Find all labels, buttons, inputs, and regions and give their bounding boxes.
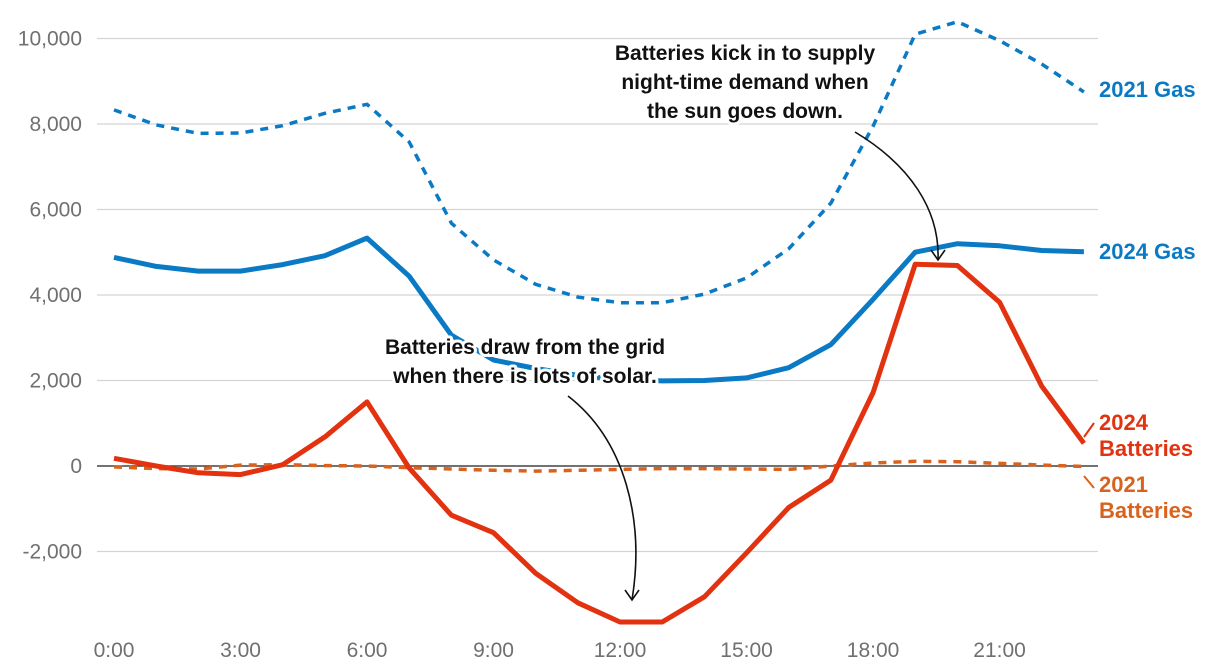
- annotation-arrowhead: [930, 249, 946, 262]
- annotation-text: Batteries kick in to supply: [615, 42, 876, 65]
- annotation-arrow: [567, 395, 637, 601]
- annotation-arrow: [854, 131, 939, 261]
- series-label-gas2024: 2024 Gas: [1099, 239, 1196, 264]
- annotation-text: the sun goes down.: [647, 100, 843, 123]
- annotation-text: night-time demand when: [621, 71, 868, 94]
- series-label-bat2024: 2024: [1099, 410, 1149, 435]
- series-label-bat2021: 2021: [1099, 472, 1148, 497]
- annotation-text: when there is lots of solar.: [392, 365, 657, 388]
- y-tick-label: 8,000: [29, 113, 82, 136]
- x-tick-label: 9:00: [473, 639, 514, 662]
- x-tick-label: 0:00: [94, 639, 135, 662]
- series-line-bat2024: [113, 261, 1086, 625]
- series-label-bat2024: Batteries: [1099, 436, 1193, 461]
- x-tick-label: 12:00: [594, 639, 647, 662]
- x-tick-label: 21:00: [973, 639, 1026, 662]
- y-tick-label: 6,000: [29, 199, 82, 222]
- series-label-leader: [1083, 422, 1095, 438]
- annotation-halo: the sun goes down.: [647, 100, 843, 123]
- y-tick-label: 10,000: [18, 28, 82, 51]
- x-tick-label: 6:00: [347, 639, 388, 662]
- annotation-halo: Batteries kick in to supply: [615, 42, 876, 65]
- series-line-gas2021: [113, 20, 1085, 305]
- series-lines: [113, 20, 1086, 625]
- annotation-arrowhead: [624, 589, 640, 602]
- annotation-halo: night-time demand when: [621, 71, 868, 94]
- y-tick-label: 4,000: [29, 284, 82, 307]
- x-tick-label: 3:00: [220, 639, 261, 662]
- annotation-halo: Batteries draw from the grid: [385, 336, 665, 359]
- y-tick-label: 0: [70, 455, 82, 478]
- series-line-bat2021: [113, 459, 1084, 473]
- x-tick-label: 15:00: [720, 639, 773, 662]
- annotation-halo: when there is lots of solar.: [392, 365, 657, 388]
- y-tick-label: 2,000: [29, 370, 82, 393]
- series-label-bat2021: Batteries: [1099, 498, 1193, 523]
- series-label-gas2021: 2021 Gas: [1099, 77, 1196, 102]
- x-tick-label: 18:00: [847, 639, 900, 662]
- series-line-gas2024: [113, 235, 1084, 384]
- series-label-leader: [1083, 475, 1095, 489]
- axis-ticks: -2,000 0 2,000 4,000 6,000 8,000 10,000 0:00 3:0…: [18, 28, 1026, 663]
- y-tick-label: -2,000: [22, 541, 82, 564]
- annotation-text: Batteries draw from the grid: [385, 336, 665, 359]
